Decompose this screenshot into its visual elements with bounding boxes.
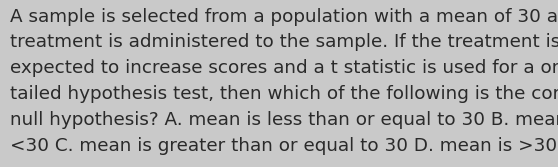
Text: <30 C. mean is greater than or equal to 30 D. mean is >30: <30 C. mean is greater than or equal to … — [10, 137, 557, 155]
Text: tailed hypothesis test, then which of the following is the correct: tailed hypothesis test, then which of th… — [10, 85, 558, 103]
Text: treatment is administered to the sample. If the treatment is: treatment is administered to the sample.… — [10, 33, 558, 51]
Text: A sample is selected from a population with a mean of 30 and a: A sample is selected from a population w… — [10, 8, 558, 26]
Text: null hypothesis? A. mean is less than or equal to 30 B. mean is: null hypothesis? A. mean is less than or… — [10, 111, 558, 129]
Text: expected to increase scores and a t statistic is used for a one-: expected to increase scores and a t stat… — [10, 59, 558, 77]
